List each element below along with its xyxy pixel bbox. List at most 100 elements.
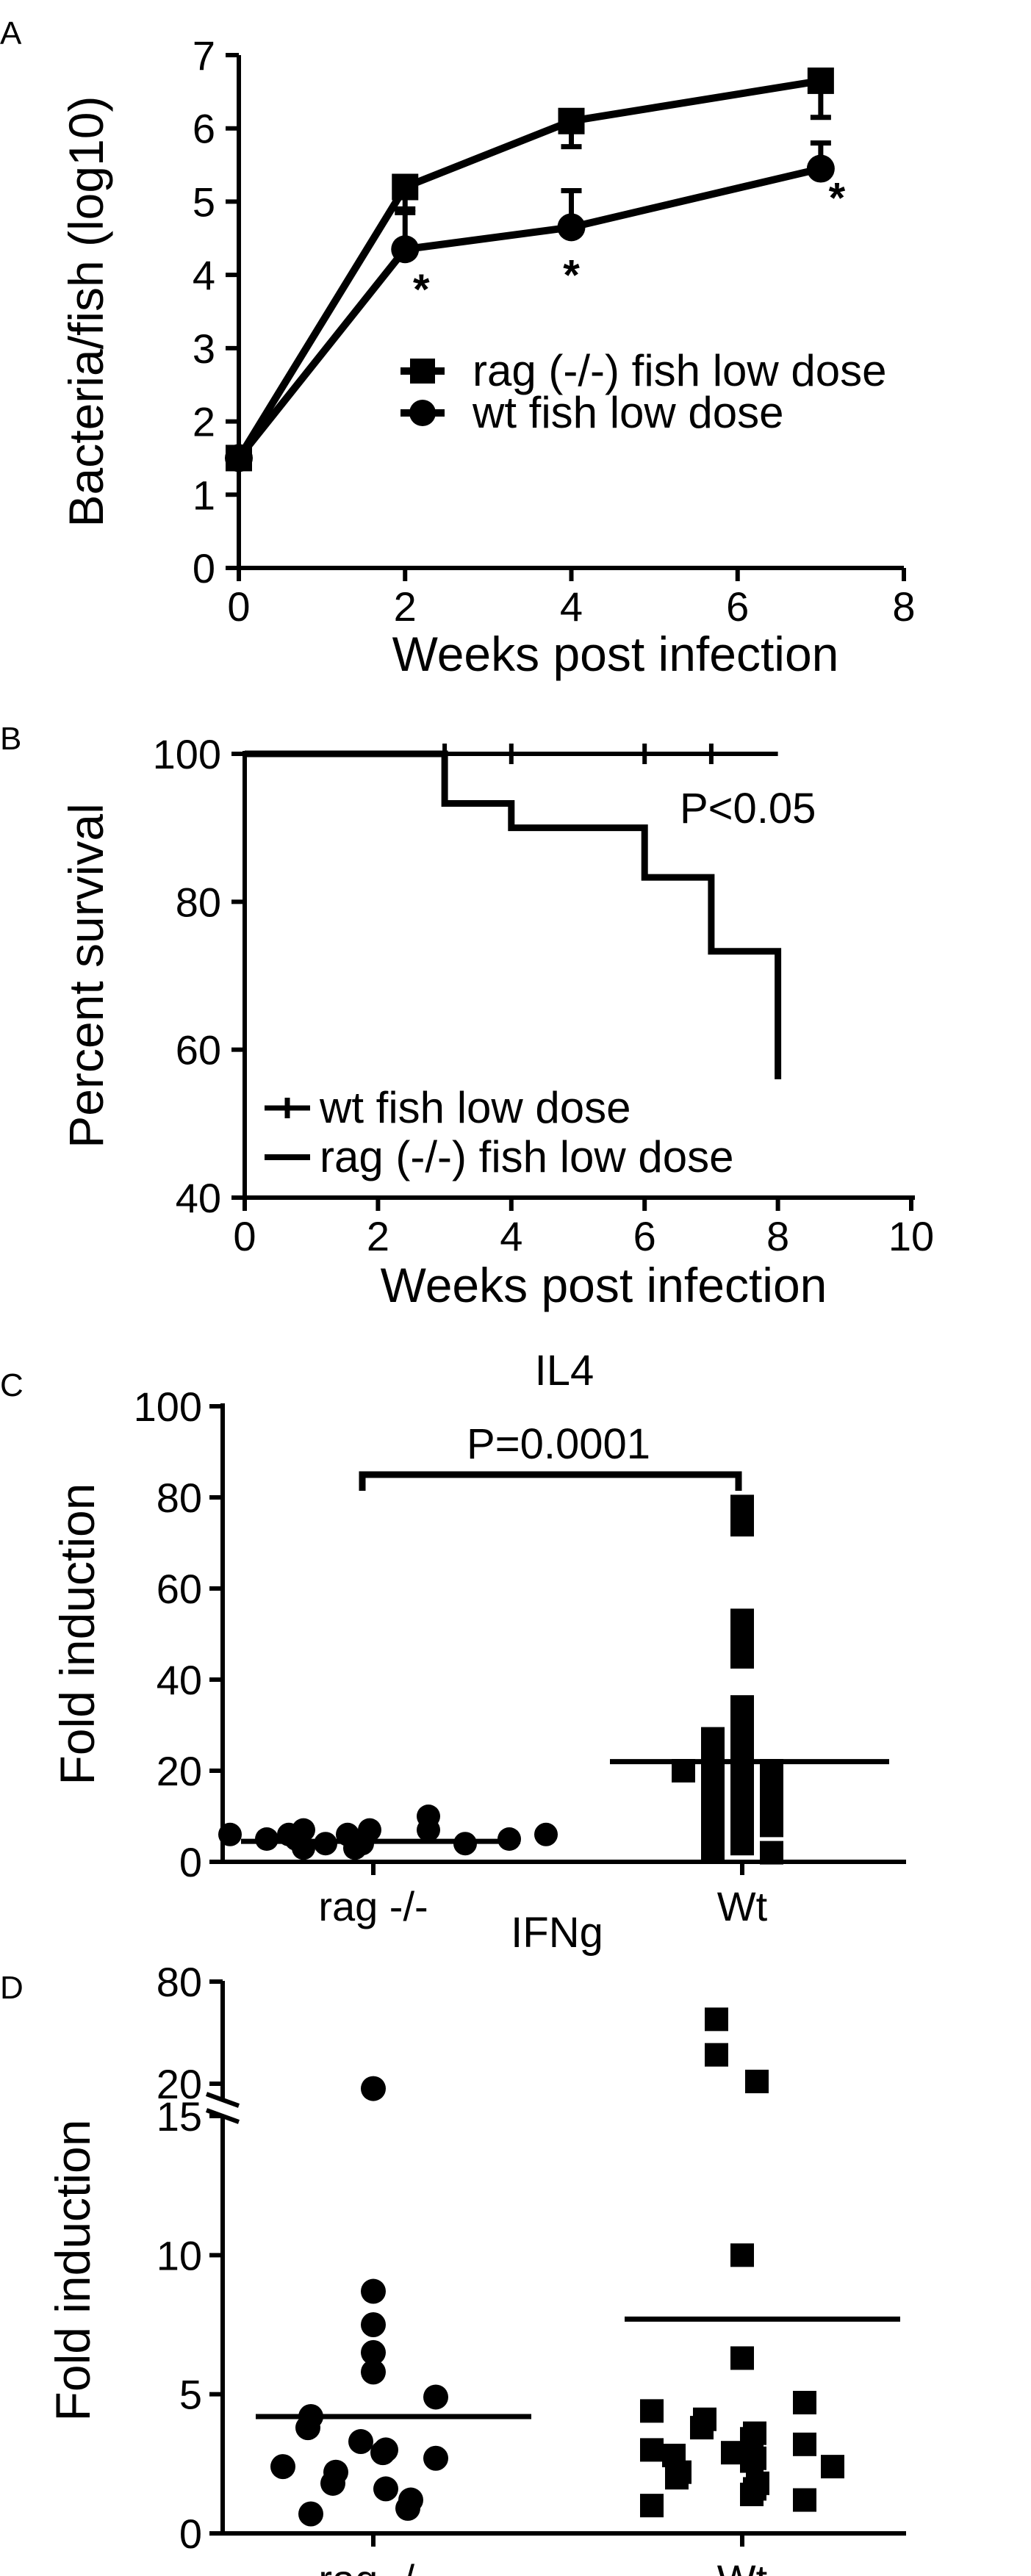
- y-axis-label: Fold induction: [50, 1483, 104, 1785]
- x-category-label: rag -/-: [318, 2556, 428, 2576]
- data-point: [361, 2278, 386, 2304]
- y-tick-label: 15: [157, 2093, 202, 2140]
- y-tick-label: 0: [179, 2511, 202, 2557]
- y-tick-label: 60: [176, 1027, 221, 1073]
- x-tick-label: 6: [726, 583, 749, 630]
- data-point: [730, 1622, 754, 1646]
- x-tick-label: 6: [633, 1213, 656, 1259]
- p-value-annotation: P<0.05: [680, 785, 816, 832]
- data-point: [361, 2359, 386, 2385]
- y-tick-label: 0: [193, 545, 215, 591]
- y-tick-label: 2: [193, 399, 215, 445]
- data-point: [298, 2501, 323, 2527]
- data-point: [740, 2449, 764, 2473]
- y-tick-label: 80: [176, 879, 221, 925]
- data-point: [453, 1832, 477, 1856]
- y-tick-label: 20: [157, 2061, 202, 2107]
- x-tick-label: 2: [367, 1213, 389, 1259]
- panel-label: C: [0, 1367, 24, 1403]
- data-point: [497, 1827, 521, 1851]
- panel-label: A: [0, 15, 22, 51]
- y-tick-label: 10: [157, 2232, 202, 2278]
- series-line: [235, 76, 822, 461]
- data-point: [640, 2494, 664, 2518]
- x-tick-label: 4: [560, 583, 583, 630]
- x-tick-label: 10: [888, 1213, 934, 1259]
- x-tick-label: 0: [233, 1213, 256, 1259]
- significance-bracket: [359, 1471, 742, 1491]
- y-tick-label: 0: [179, 1839, 202, 1885]
- panel-label: D: [0, 1970, 24, 2006]
- data-point: [417, 1818, 440, 1842]
- data-point: [807, 67, 834, 94]
- y-tick-label: 80: [157, 1475, 202, 1521]
- data-point: [361, 2076, 386, 2101]
- data-point: [640, 2438, 664, 2462]
- data-point: [705, 2007, 728, 2032]
- survival-line-rag: [245, 750, 782, 1079]
- data-point: [730, 1695, 754, 1719]
- p-value-annotation: P=0.0001: [467, 1420, 650, 1468]
- data-point: [370, 2440, 395, 2466]
- legend-label: rag (-/-) fish low dose: [320, 1132, 734, 1181]
- data-point: [690, 2416, 714, 2440]
- data-point: [292, 1818, 315, 1842]
- legend-marker: [409, 400, 436, 426]
- y-tick-label: 6: [193, 106, 215, 152]
- data-point: [730, 2243, 754, 2267]
- data-point: [806, 154, 835, 183]
- x-tick-label: 0: [227, 583, 250, 630]
- data-point: [701, 1836, 725, 1860]
- chart-title: IFNg: [511, 1909, 603, 1957]
- data-point: [793, 2391, 816, 2415]
- data-point: [740, 2482, 764, 2506]
- significance-star: *: [413, 266, 430, 314]
- y-axis-label: Bacteria/fish (log10): [59, 96, 113, 528]
- data-point: [320, 2470, 345, 2496]
- y-tick-label: 5: [179, 2372, 202, 2418]
- data-point: [730, 1832, 754, 1856]
- data-point: [672, 1759, 695, 1782]
- data-point: [348, 2429, 373, 2455]
- y-tick-label: 4: [193, 252, 215, 298]
- series-line: [236, 165, 822, 461]
- x-tick-label: 8: [892, 583, 915, 630]
- data-point: [793, 2432, 816, 2456]
- y-tick-label: 1: [193, 472, 215, 518]
- y-tick-label: 100: [153, 731, 221, 777]
- x-tick-label: 8: [766, 1213, 789, 1259]
- data-point: [558, 107, 585, 134]
- data-point: [423, 2384, 448, 2410]
- data-point: [270, 2454, 295, 2480]
- data-point: [640, 2399, 664, 2423]
- data-point: [705, 2043, 728, 2067]
- data-point: [760, 1841, 783, 1865]
- data-point: [295, 2415, 320, 2441]
- data-point: [730, 1645, 754, 1669]
- y-tick-label: 100: [134, 1384, 202, 1430]
- data-point: [423, 2445, 448, 2471]
- legend-label: rag (-/-) fish low dose: [473, 346, 887, 395]
- data-point: [361, 2339, 386, 2365]
- x-tick-label: 2: [394, 583, 417, 630]
- y-tick-label: 7: [193, 32, 215, 79]
- data-point: [793, 2488, 816, 2512]
- data-point: [730, 1513, 754, 1537]
- data-point: [361, 2312, 386, 2337]
- y-tick-label: 20: [157, 1748, 202, 1794]
- data-point: [665, 2466, 689, 2490]
- data-point: [218, 1822, 242, 1846]
- significance-star: *: [563, 251, 580, 299]
- significance-star: *: [829, 175, 846, 223]
- legend-label: wt fish low dose: [472, 388, 784, 437]
- chart-title: IL4: [535, 1347, 594, 1395]
- data-point: [255, 1827, 279, 1851]
- axis-break: [205, 2092, 240, 2108]
- legend-marker: [410, 359, 435, 384]
- x-axis-label: Weeks post infection: [392, 627, 839, 681]
- x-axis-label: Weeks post infection: [381, 1258, 827, 1312]
- data-point: [292, 1836, 315, 1860]
- data-point: [534, 1822, 558, 1846]
- data-point: [336, 1822, 359, 1846]
